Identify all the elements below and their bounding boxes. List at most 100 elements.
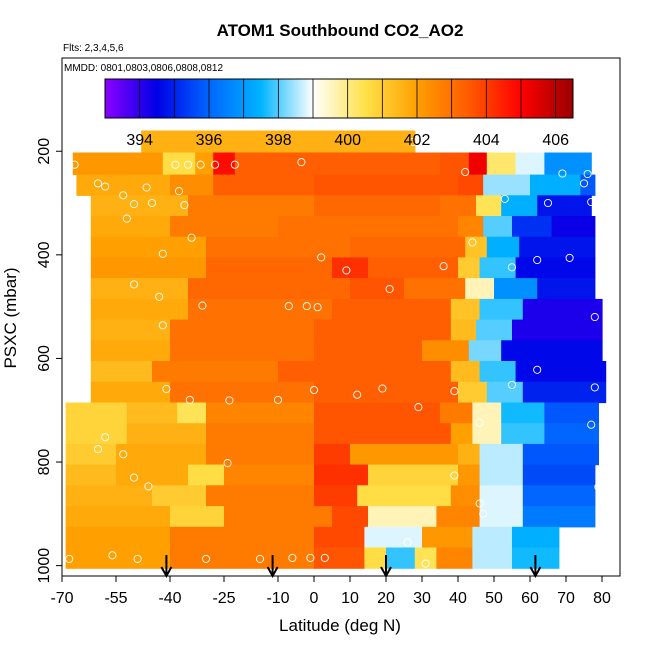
sample-point [122, 214, 131, 223]
heat-cell [65, 526, 171, 549]
sample-point [142, 183, 151, 192]
sample-point [507, 380, 517, 389]
heat-cell [72, 152, 164, 176]
heat-cell [386, 547, 416, 569]
sample-point [450, 471, 459, 480]
heat-cell [422, 526, 473, 549]
heat-cell [206, 236, 351, 258]
sample-point [579, 179, 589, 188]
x-tick-label: -40 [158, 590, 181, 607]
heat-cell [472, 547, 513, 569]
heat-cell [76, 174, 171, 196]
heat-cell [170, 526, 315, 549]
heat-cell [501, 402, 545, 424]
heat-cell [494, 278, 538, 300]
heat-cell [414, 547, 437, 569]
heat-cell [170, 506, 225, 528]
heat-cell [152, 361, 279, 383]
heat-cell [65, 485, 153, 507]
x-tick-label: 70 [557, 590, 575, 607]
heat-cell [65, 423, 128, 445]
heat-cell [126, 402, 178, 424]
sample-point [565, 253, 574, 262]
heat-cell [479, 257, 517, 279]
heat-cell [188, 464, 225, 486]
heat-cell [551, 216, 596, 238]
heat-cell [440, 152, 470, 176]
heat-cell [404, 278, 466, 300]
sample-point [590, 312, 599, 322]
colorbar-tick-label: 398 [265, 132, 292, 149]
chart-title: ATOM1 Southbound CO2_AO2 [217, 21, 464, 40]
sample-point [306, 553, 315, 562]
heat-cell [206, 443, 315, 466]
heat-cell [440, 402, 473, 424]
sample-point [133, 554, 142, 563]
sample-point [594, 482, 603, 491]
sample-point [385, 284, 394, 294]
heat-cell [90, 340, 171, 362]
heat-cell [512, 216, 553, 238]
sample-point [225, 396, 234, 405]
sample-point [147, 198, 157, 208]
heat-cell [213, 152, 236, 176]
heat-cell [468, 152, 488, 176]
sample-point [313, 303, 322, 312]
plot-border [61, 57, 621, 577]
heat-cell [544, 402, 599, 424]
sample-point [583, 169, 592, 179]
heat-cell [188, 298, 333, 321]
x-tick-label: 60 [521, 590, 539, 607]
sample-point [223, 459, 232, 468]
heat-cell [450, 485, 481, 507]
heat-cell [90, 257, 207, 279]
heat-cell [458, 443, 481, 466]
sample-point [129, 280, 139, 289]
sample-point [353, 390, 362, 399]
sample-point [297, 158, 306, 167]
sample-point [450, 387, 459, 396]
heat-cell [357, 485, 452, 507]
x-tick-label: 20 [377, 590, 395, 607]
x-tick-label: 10 [341, 590, 359, 607]
heat-cell [314, 464, 369, 486]
sample-point [183, 160, 193, 169]
heat-cell [90, 361, 153, 383]
colorbar-tick-label: 402 [404, 132, 431, 149]
heat-cell [422, 340, 470, 362]
heat-cell [501, 340, 603, 362]
sample-point [284, 302, 293, 311]
heat-cell [450, 298, 481, 321]
heat-cell [206, 485, 315, 507]
sample-point [187, 233, 196, 242]
heat-cell [436, 506, 481, 528]
sample-point [403, 538, 412, 547]
heat-cell [332, 298, 452, 321]
sample-point [129, 473, 139, 482]
sample-point [185, 395, 194, 404]
heatmap-cells [65, 130, 607, 569]
heat-cell [90, 298, 189, 321]
heat-cell [486, 381, 524, 404]
colorbar-tick-label: 394 [126, 132, 153, 149]
sample-point [65, 160, 74, 169]
heat-cell [224, 506, 333, 528]
heat-cell [522, 485, 596, 507]
heat-cell [479, 464, 524, 486]
heat-cell [90, 381, 171, 404]
heat-cell [522, 298, 603, 321]
heat-cell [90, 236, 207, 258]
x-tick-label: 80 [593, 590, 611, 607]
sample-point [408, 137, 418, 146]
heat-cell [90, 319, 171, 341]
y-tick-label: 600 [36, 345, 53, 372]
heat-cell [170, 381, 315, 404]
sample-point [201, 554, 211, 563]
heat-cell [314, 174, 459, 196]
sample-point [543, 198, 553, 208]
heat-cell [65, 443, 117, 466]
sample-point [475, 418, 484, 427]
heat-cell [332, 257, 369, 279]
sample-point [587, 197, 596, 207]
